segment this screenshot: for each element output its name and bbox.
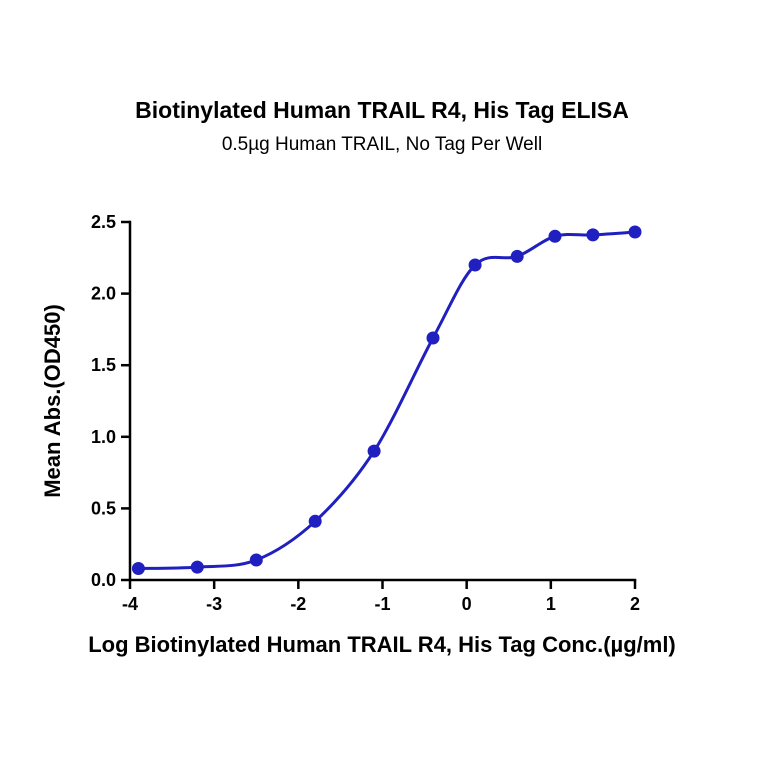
data-point xyxy=(426,331,440,345)
fit-curve xyxy=(136,230,637,570)
axes xyxy=(128,220,637,582)
tick-labels: -4 -3 -2 -1 0 1 2 0.0 0.5 1.0 1.5 2.0 2.5 xyxy=(91,212,640,614)
x-tick-label: 2 xyxy=(630,594,640,614)
data-point xyxy=(367,444,381,458)
y-tick-label: 2.5 xyxy=(91,212,116,232)
data-point xyxy=(308,514,322,528)
x-tick-label: 0 xyxy=(462,594,472,614)
data-point xyxy=(131,562,145,575)
x-axis-label: Log Biotinylated Human TRAIL R4, His Tag… xyxy=(88,632,676,657)
x-tick-label: -2 xyxy=(290,594,306,614)
x-tick-label: 1 xyxy=(546,594,556,614)
data-point xyxy=(190,560,204,574)
y-tick-label: 0.5 xyxy=(91,498,116,518)
data-point xyxy=(510,249,524,263)
y-tick-label: 1.5 xyxy=(91,355,116,375)
data-point xyxy=(548,229,562,243)
data-point xyxy=(586,228,600,242)
x-tick-label: -4 xyxy=(122,594,138,614)
chart-title: Biotinylated Human TRAIL R4, His Tag ELI… xyxy=(135,97,629,123)
axis-line xyxy=(128,220,637,582)
data-point xyxy=(249,553,263,567)
y-tick-label: 1.0 xyxy=(91,427,116,447)
x-tick-label: -1 xyxy=(374,594,390,614)
tick-marks xyxy=(121,220,637,589)
data-point xyxy=(628,225,642,239)
y-axis-label: Mean Abs.(OD450) xyxy=(40,304,65,498)
data-points xyxy=(131,225,642,575)
x-tick-label: -3 xyxy=(206,594,222,614)
y-tick-label: 0.0 xyxy=(91,570,116,590)
data-point xyxy=(468,258,482,272)
y-tick-label: 2.0 xyxy=(91,284,116,304)
chart-subtitle: 0.5µg Human TRAIL, No Tag Per Well xyxy=(222,134,542,155)
